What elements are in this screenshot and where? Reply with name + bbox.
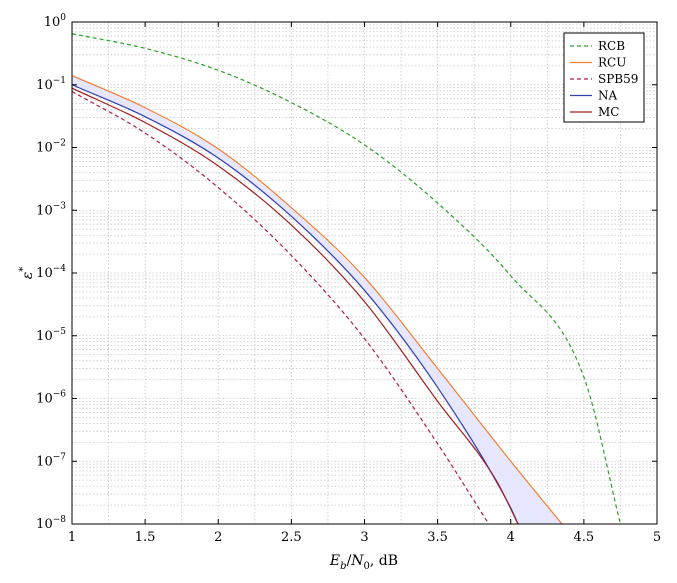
legend-label-rcu: RCU: [598, 56, 626, 70]
y-tick-label: 10−2: [36, 139, 66, 156]
x-tick-label: 5: [653, 530, 661, 545]
y-tick-label: 10−4: [36, 264, 66, 281]
x-tick-label: 1.5: [135, 530, 156, 545]
legend-label-rcb: RCB: [598, 39, 625, 53]
legend-box: [563, 32, 645, 123]
series-layer: [72, 33, 622, 524]
series-line-spb59: [72, 90, 490, 524]
shaded-band: [72, 75, 562, 524]
y-tick-label: 10−6: [36, 390, 66, 407]
grid: [71, 22, 658, 525]
y-axis-label: ε*: [18, 267, 36, 280]
x-tick-label: 4: [507, 530, 515, 545]
legend-label-mc: MC: [598, 105, 619, 119]
legend: RCB RCU SPB59 NA MC: [563, 32, 645, 123]
y-tick-label: 10−5: [36, 327, 66, 344]
confidence-band-layer: [72, 75, 562, 524]
y-tick-label: 10−8: [36, 515, 66, 532]
x-axis-label: Eb/N0, dB: [329, 553, 398, 572]
legend-label-na: NA: [598, 89, 618, 103]
x-tick-label: 2: [214, 530, 222, 545]
tick-layer: [71, 21, 658, 525]
y-tick-label: 100: [44, 13, 67, 30]
x-tick-label: 2.5: [281, 530, 302, 545]
x-tick-label: 1: [68, 530, 76, 545]
x-tick-label: 3.5: [427, 530, 448, 545]
series-line-mc: [72, 87, 519, 524]
y-tick-label: 10−1: [36, 76, 66, 93]
y-tick-label: 10−7: [36, 452, 66, 469]
x-tick-labels: 1 1.5 2 2.5 3 3.5 4 4.5 5: [68, 530, 661, 545]
y-tick-label: 10−3: [36, 201, 66, 218]
y-tick-labels: 100 10−1 10−2 10−3 10−4 10−5 10−6 10−7 10−8: [36, 13, 66, 532]
x-tick-label: 4.5: [574, 530, 595, 545]
x-tick-label: 3: [360, 530, 368, 545]
series-line-rcu: [72, 75, 563, 524]
legend-label-spb59: SPB59: [598, 72, 638, 86]
series-line-rcb: [72, 33, 622, 524]
